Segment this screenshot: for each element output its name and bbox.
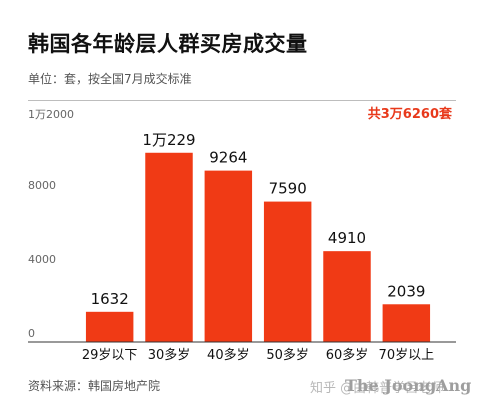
x-tick-label: 70岁以上 [379, 348, 435, 363]
y-tick-label: 8000 [28, 179, 56, 192]
data-label: 2039 [387, 282, 425, 300]
bar [145, 152, 193, 342]
bar [382, 304, 431, 342]
chart-title: 韩国各年龄层人群买房成交量 [28, 32, 308, 56]
y-tick-label: 0 [28, 327, 35, 340]
bar [85, 311, 134, 342]
y-tick-label: 4000 [28, 253, 56, 266]
x-tick-label: 30多岁 [148, 347, 191, 363]
data-label: 4910 [328, 229, 366, 247]
top-divider [28, 100, 456, 101]
brand-logo: The JoongAng [345, 376, 472, 395]
bar [263, 201, 312, 342]
bar [204, 170, 253, 342]
data-label: 7590 [269, 180, 307, 198]
watermark-text: 知乎 @由韩普学吕老师 [310, 381, 445, 396]
total-label: 共3万6260套 [367, 107, 452, 122]
x-tick-label: 50多岁 [266, 347, 309, 363]
chart-subtitle: 单位：套，按全国7月成交标准 [28, 72, 192, 86]
y-tick-label: 1万2000 [28, 108, 74, 121]
source-note: 资料来源：韩国房地产院 [28, 379, 161, 393]
x-tick-label: 29岁以下 [82, 348, 138, 363]
x-tick-label: 60多岁 [326, 347, 369, 363]
bar [323, 251, 371, 342]
x-tick-label: 40多岁 [207, 347, 250, 363]
data-label: 1万229 [142, 131, 195, 149]
data-label: 1632 [91, 290, 129, 308]
data-label: 9264 [209, 149, 247, 167]
